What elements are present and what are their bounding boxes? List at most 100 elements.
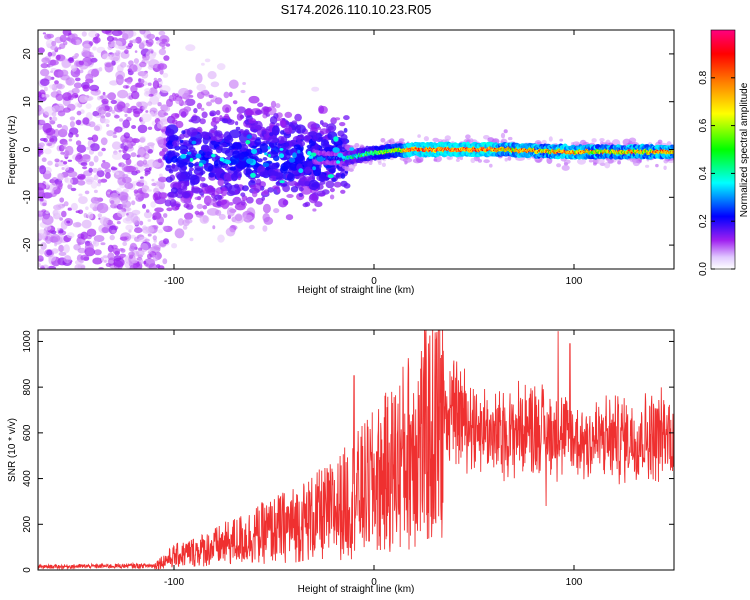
- heatmap-cell: [64, 150, 70, 157]
- heatmap-cell: [158, 30, 166, 36]
- heatmap-cell: [298, 192, 304, 197]
- heatmap-cell: [186, 151, 192, 155]
- heatmap-cell: [217, 199, 228, 206]
- heatmap-cell: [214, 97, 223, 105]
- colorbar-tick-label: 0.2: [698, 214, 709, 228]
- heatmap-cell: [273, 208, 280, 214]
- heatmap-cell: [118, 149, 122, 153]
- heatmap-cell: [417, 134, 421, 138]
- heatmap-cell: [179, 139, 184, 143]
- heatmap-cell: [176, 172, 187, 182]
- heatmap-cell: [106, 93, 115, 99]
- heatmap-cell: [204, 58, 211, 63]
- heatmap-cell: [306, 144, 312, 149]
- heatmap-cell: [38, 47, 45, 54]
- heatmap-cell: [157, 229, 163, 234]
- heatmap-cell: [332, 147, 340, 153]
- heatmap-cell: [477, 159, 482, 163]
- heatmap-cell: [311, 136, 319, 142]
- heatmap-cell: [331, 177, 337, 182]
- heatmap-cell: [671, 145, 674, 149]
- heatmap-cell: [213, 125, 218, 130]
- heatmap-cell: [228, 142, 233, 147]
- heatmap-cell: [248, 224, 255, 230]
- heatmap-cell: [139, 30, 146, 35]
- heatmap-cell: [304, 176, 313, 181]
- heatmap-cell: [101, 227, 109, 233]
- heatmap-cell: [66, 220, 71, 224]
- heatmap-cell: [159, 69, 164, 75]
- heatmap-cell: [42, 202, 47, 207]
- heatmap-cell: [489, 163, 493, 168]
- heatmap-cell: [115, 172, 120, 176]
- heatmap-cell: [235, 126, 241, 131]
- heatmap-cell: [341, 155, 346, 159]
- heatmap-cell: [147, 253, 152, 259]
- heatmap-cell: [41, 209, 47, 213]
- heatmap-cell: [97, 179, 102, 184]
- heatmap-cell: [148, 93, 154, 97]
- heatmap-cell: [99, 216, 109, 225]
- heatmap-cell: [130, 152, 137, 158]
- heatmap-cell: [253, 182, 262, 192]
- heatmap-cell: [333, 136, 339, 142]
- heatmap-cell: [114, 51, 121, 57]
- heatmap-cell: [70, 202, 78, 211]
- heatmap-cell: [102, 91, 106, 96]
- heatmap-cell: [125, 224, 134, 231]
- heatmap-cell: [116, 221, 121, 225]
- heatmap-cell: [170, 113, 180, 119]
- heatmap-cell: [148, 248, 152, 253]
- heatmap-cell: [105, 172, 111, 179]
- heatmap-cell: [38, 191, 45, 197]
- heatmap-cell: [297, 149, 301, 154]
- heatmap-cell: [184, 218, 193, 224]
- heatmap-cell: [144, 173, 148, 177]
- heatmap-cell: [157, 120, 164, 129]
- heatmap-cell: [88, 30, 98, 38]
- heatmap-cell: [326, 123, 337, 133]
- heatmap-cell: [189, 157, 194, 162]
- heatmap-cell: [563, 159, 571, 165]
- heatmap-cell: [86, 228, 97, 237]
- heatmap-cell: [465, 134, 471, 140]
- heatmap-cell: [157, 176, 168, 183]
- heatmap-cell: [40, 78, 50, 86]
- heatmap-cell: [548, 136, 553, 142]
- heatmap-cell: [67, 184, 73, 190]
- snr-frame: [37, 329, 675, 571]
- heatmap-cell: [58, 251, 67, 256]
- heatmap-cell: [262, 225, 268, 232]
- heatmap-cell: [236, 113, 243, 121]
- heatmap-cell: [122, 107, 128, 113]
- heatmap-cell: [128, 60, 134, 66]
- heatmap-cell: [159, 173, 163, 178]
- heatmap-cell: [80, 162, 88, 167]
- heatmap-cell: [157, 136, 164, 147]
- heatmap-cell: [205, 190, 210, 194]
- heatmap-cell: [278, 139, 285, 144]
- heatmap-cell: [166, 207, 173, 212]
- heatmap-cell: [84, 176, 95, 183]
- heatmap-cell: [110, 99, 118, 105]
- heatmap-cell: [61, 145, 67, 150]
- heatmap-cell: [81, 219, 92, 229]
- heatmap-cell: [198, 211, 205, 216]
- heatmap-cell: [144, 167, 152, 173]
- heatmap-cell: [165, 164, 172, 168]
- heatmap-cell: [69, 116, 76, 121]
- heatmap-cell: [284, 142, 290, 147]
- heatmap-cell: [655, 163, 659, 168]
- heatmap-cell: [75, 77, 81, 82]
- heatmap-cell: [122, 30, 134, 39]
- heatmap-cell: [39, 197, 44, 202]
- heatmap-cell: [130, 242, 137, 250]
- y-tick-label: 20: [22, 48, 33, 60]
- heatmap-cell: [202, 205, 208, 210]
- heatmap-cell: [107, 191, 111, 195]
- heatmap-cell: [210, 99, 215, 103]
- heatmap-cell: [41, 214, 54, 225]
- heatmap-cell: [107, 41, 112, 45]
- heatmap-cell: [184, 212, 194, 220]
- heatmap-cell: [106, 35, 115, 42]
